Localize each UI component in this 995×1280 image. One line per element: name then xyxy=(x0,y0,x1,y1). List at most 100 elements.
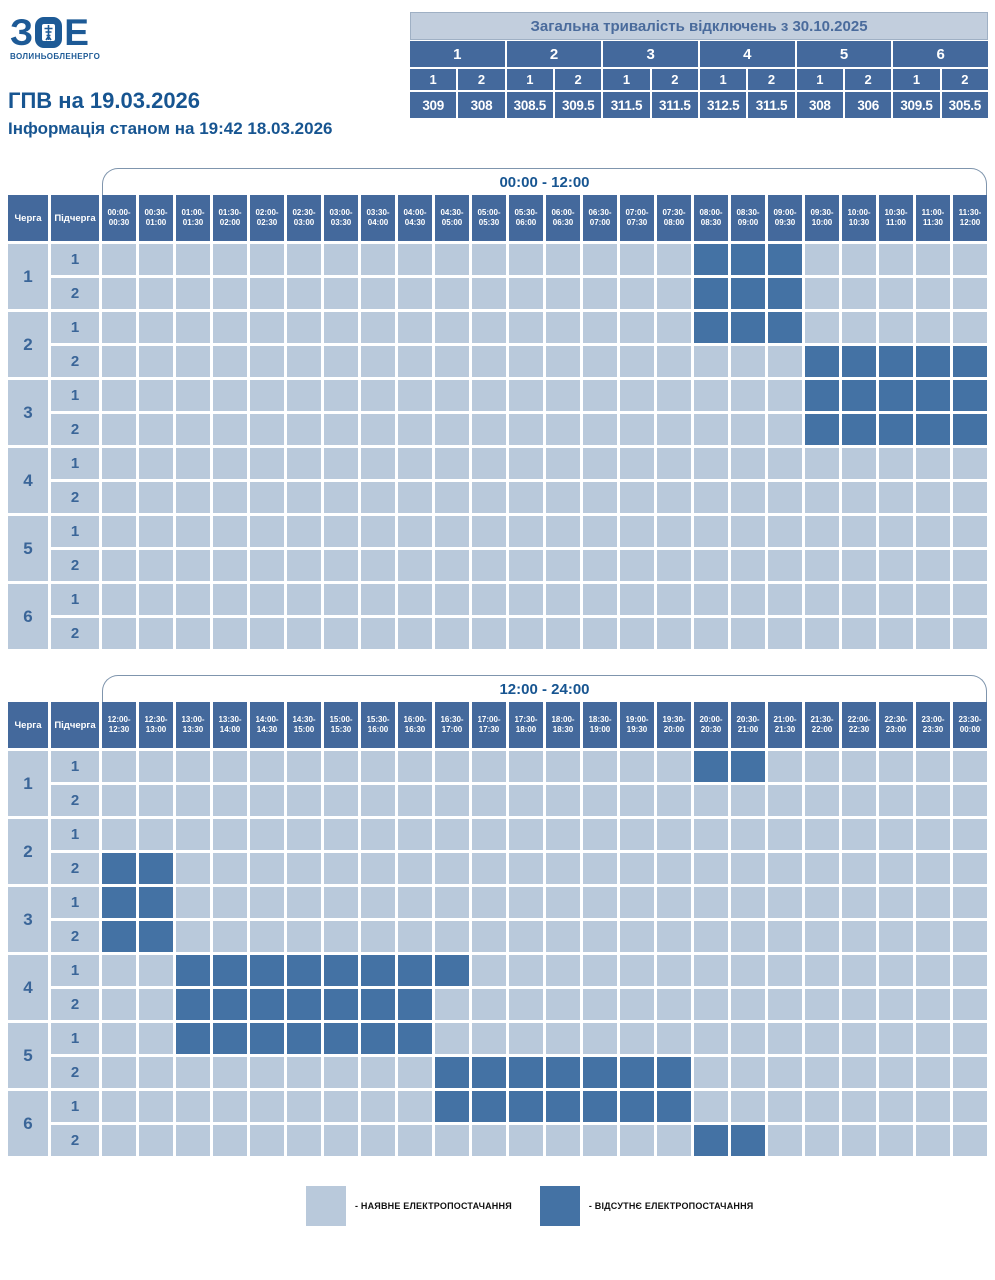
slot-cell-power-on xyxy=(657,785,691,816)
slot-cell-power-on xyxy=(324,1125,358,1156)
totals-value: 305.5 xyxy=(941,92,988,118)
slot-cell-power-on xyxy=(509,584,543,615)
slot-cell-power-on xyxy=(102,278,136,309)
slot-cell-power-on xyxy=(953,1091,987,1122)
slot-cell-power-on xyxy=(620,550,654,581)
time-slot-from: 23:30- xyxy=(958,714,982,724)
slot-cell-power-on xyxy=(435,921,469,952)
time-slot-header: 11:00- 11:30 xyxy=(916,195,950,241)
slot-cell-power-on xyxy=(879,550,913,581)
slot-cell-power-on xyxy=(879,1023,913,1054)
slot-cell-power-off xyxy=(731,1125,765,1156)
slot-cell-power-off xyxy=(287,1023,321,1054)
slot-cell-power-on xyxy=(583,414,617,445)
totals-value: 312.5 xyxy=(699,92,747,118)
slot-cell-power-on xyxy=(139,482,173,513)
slot-cell-power-on xyxy=(657,618,691,649)
slot-cell-power-on xyxy=(731,1091,765,1122)
slot-cell-power-on xyxy=(546,1125,580,1156)
time-slot-from: 01:00- xyxy=(181,207,205,217)
slot-cell-power-on xyxy=(953,921,987,952)
slot-cell-power-on xyxy=(620,584,654,615)
time-slot-header: 17:00- 17:30 xyxy=(472,702,506,748)
time-slot-header: 01:00- 01:30 xyxy=(176,195,210,241)
time-slot-header: 22:30- 23:00 xyxy=(879,702,913,748)
time-slot-to: 23:00 xyxy=(885,725,907,734)
slot-cell-power-on xyxy=(176,887,210,918)
slot-cell-power-on xyxy=(250,278,284,309)
slot-cell-power-on xyxy=(694,584,728,615)
subqueue-label: 2 xyxy=(51,989,99,1020)
legend-item-power-off: - ВІДСУТНЄ ЕЛЕКТРОПОСТАЧАННЯ xyxy=(539,1186,754,1226)
slot-cell-power-off xyxy=(620,1057,654,1088)
subqueue-label: 2 xyxy=(51,921,99,952)
slot-cell-power-off xyxy=(657,1057,691,1088)
slot-cell-power-on xyxy=(731,584,765,615)
time-slot-header: 00:00- 00:30 xyxy=(102,195,136,241)
slot-cell-power-on xyxy=(139,244,173,275)
slot-cell-power-on xyxy=(916,448,950,479)
subqueue-column-header: Підчерга xyxy=(51,702,99,748)
totals-value: 309 xyxy=(410,92,457,118)
slot-cell-power-on xyxy=(287,448,321,479)
slot-cell-power-on xyxy=(805,516,839,547)
slot-cell-power-on xyxy=(768,414,802,445)
slot-cell-power-on xyxy=(879,1057,913,1088)
slot-cell-power-on xyxy=(583,244,617,275)
slot-cell-power-on xyxy=(213,618,247,649)
slot-cell-power-on xyxy=(509,380,543,411)
slot-cell-power-on xyxy=(620,785,654,816)
queue-column-header: Черга xyxy=(8,702,48,748)
slot-cell-power-on xyxy=(768,1057,802,1088)
slot-cell-power-off xyxy=(731,244,765,275)
time-slot-to: 15:30 xyxy=(330,725,352,734)
time-slot-from: 04:00- xyxy=(403,207,427,217)
slot-cell-power-on xyxy=(139,414,173,445)
time-slot-to: 01:00 xyxy=(145,218,167,227)
slot-cell-power-off xyxy=(102,853,136,884)
slot-cell-power-on xyxy=(287,278,321,309)
time-slot-from: 12:30- xyxy=(144,714,168,724)
slot-cell-power-on xyxy=(879,1125,913,1156)
queue-column-header: Черга xyxy=(8,195,48,241)
slot-cell-power-on xyxy=(879,584,913,615)
slot-cell-power-on xyxy=(620,618,654,649)
slot-cell-power-on xyxy=(694,1057,728,1088)
slot-cell-power-on xyxy=(842,819,876,850)
slot-cell-power-on xyxy=(435,346,469,377)
slot-cell-power-on xyxy=(620,312,654,343)
slot-cell-power-on xyxy=(287,244,321,275)
slot-cell-power-off xyxy=(731,312,765,343)
slot-cell-power-off xyxy=(324,1023,358,1054)
time-slot-from: 08:30- xyxy=(736,207,760,217)
slot-cell-power-off xyxy=(546,1091,580,1122)
slot-cell-power-on xyxy=(435,448,469,479)
slot-cell-power-on xyxy=(287,346,321,377)
slot-cell-power-on xyxy=(583,312,617,343)
time-slot-to: 04:00 xyxy=(367,218,389,227)
slot-cell-power-on xyxy=(176,244,210,275)
slot-cell-power-on xyxy=(879,278,913,309)
slot-cell-power-on xyxy=(805,955,839,986)
slot-cell-power-on xyxy=(546,1023,580,1054)
time-slot-from: 23:00- xyxy=(921,714,945,724)
slot-cell-power-on xyxy=(361,550,395,581)
time-slot-header: 14:30- 15:00 xyxy=(287,702,321,748)
slot-cell-power-on xyxy=(102,989,136,1020)
slot-cell-power-off xyxy=(361,1023,395,1054)
slot-cell-power-on xyxy=(139,819,173,850)
slot-cell-power-on xyxy=(435,751,469,782)
slot-cell-power-on xyxy=(213,751,247,782)
slot-cell-power-off xyxy=(694,278,728,309)
time-slot-from: 07:30- xyxy=(662,207,686,217)
slot-cell-power-on xyxy=(509,482,543,513)
slot-cell-power-on xyxy=(731,887,765,918)
slot-cell-power-on xyxy=(361,819,395,850)
totals-queue-header: 3 xyxy=(603,41,698,67)
time-slot-header: 02:30- 03:00 xyxy=(287,195,321,241)
slot-cell-power-on xyxy=(361,414,395,445)
slot-cell-power-on xyxy=(657,819,691,850)
time-slot-header: 23:00- 23:30 xyxy=(916,702,950,748)
slot-cell-power-on xyxy=(213,1057,247,1088)
slot-cell-power-on xyxy=(139,785,173,816)
